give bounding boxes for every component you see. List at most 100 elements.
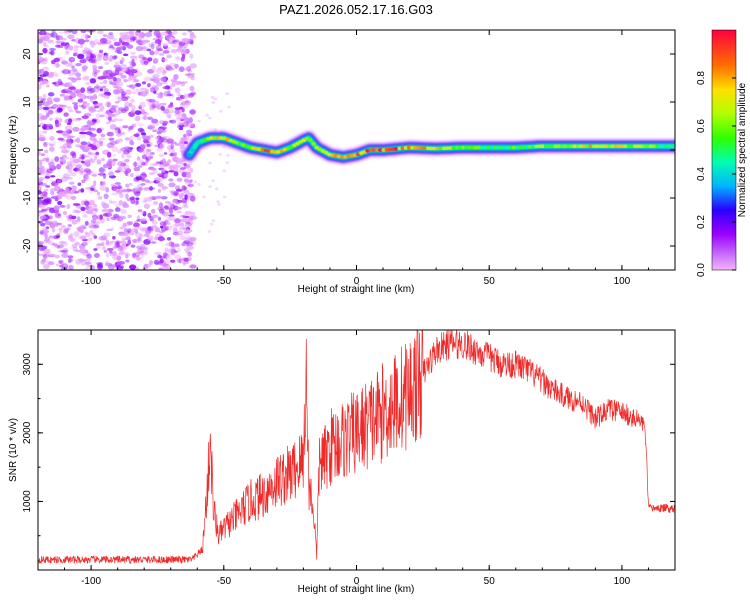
noise-speck (88, 107, 97, 113)
noise-speck (50, 50, 55, 56)
noise-speck (155, 39, 162, 44)
noise-speck (40, 153, 46, 157)
noise-speck (129, 135, 134, 141)
noise-speck (105, 52, 110, 58)
noise-speck (155, 49, 159, 56)
noise-speck (189, 34, 197, 40)
noise-speck (85, 161, 91, 167)
noise-speck (106, 75, 114, 80)
noise-speck (129, 264, 137, 270)
noise-speck (68, 118, 73, 124)
noise-speck (88, 144, 95, 147)
noise-speck (161, 138, 169, 143)
noise-speck (156, 136, 162, 142)
x-tick-label: -100 (81, 276, 101, 287)
noise-speck (141, 161, 146, 166)
noise-speck (160, 225, 164, 229)
noise-speck (147, 212, 152, 218)
noise-speck (124, 253, 131, 257)
noise-speck (72, 126, 80, 132)
noise-speck (162, 266, 170, 270)
noise-speck (75, 210, 82, 213)
ridge-core (582, 144, 587, 148)
noise-speck (160, 126, 165, 132)
noise-speck (189, 109, 196, 115)
noise-speck (128, 102, 133, 108)
noise-speck (91, 212, 97, 218)
noise-speck (132, 187, 139, 192)
noise-speck (174, 254, 182, 260)
noise-speck (51, 227, 56, 233)
noise-speck (183, 257, 189, 262)
noise-speck (90, 187, 95, 191)
colorbar-label: Normalized spectral amplitude (737, 82, 748, 217)
ridge-core (636, 144, 641, 148)
noise-speck (227, 105, 231, 109)
noise-speck (73, 51, 79, 56)
y-tick-label: -20 (22, 238, 33, 253)
noise-speck (176, 121, 184, 126)
noise-speck (54, 197, 59, 202)
noise-speck (102, 85, 107, 89)
noise-speck (54, 117, 60, 121)
noise-speck (121, 242, 127, 249)
noise-speck (83, 102, 90, 107)
noise-speck (80, 141, 88, 146)
ridge-core (422, 146, 428, 150)
noise-speck (79, 258, 87, 262)
noise-speck (58, 260, 63, 264)
noise-speck (130, 173, 134, 178)
noise-speck (168, 164, 176, 171)
noise-speck (82, 214, 88, 218)
noise-speck (99, 81, 105, 85)
noise-speck (73, 190, 79, 194)
noise-speck (84, 200, 90, 206)
noise-speck (131, 75, 137, 79)
noise-speck (144, 32, 153, 38)
noise-speck (98, 54, 103, 61)
noise-speck (117, 46, 124, 51)
noise-speck (63, 229, 69, 234)
noise-speck (64, 30, 68, 34)
noise-speck (174, 143, 179, 146)
noise-speck (77, 182, 82, 186)
noise-speck (89, 136, 96, 141)
noise-speck (142, 115, 147, 120)
noise-speck (141, 135, 147, 139)
x-tick-label: 50 (484, 276, 496, 287)
noise-speck (58, 227, 63, 231)
noise-speck (160, 196, 168, 200)
ridge-core (461, 145, 466, 150)
noise-speck (58, 31, 66, 34)
noise-speck (154, 136, 160, 140)
noise-speck (64, 138, 71, 142)
noise-speck (182, 262, 186, 267)
noise-speck (83, 168, 91, 173)
noise-speck (102, 55, 109, 61)
noise-speck (159, 52, 165, 56)
noise-speck (187, 93, 194, 98)
noise-speck (102, 94, 110, 99)
noise-speck (86, 253, 92, 259)
noise-speck (178, 258, 182, 264)
noise-speck (134, 251, 141, 258)
ridge-core (464, 145, 469, 150)
noise-speck (185, 236, 193, 241)
noise-speck (119, 72, 124, 76)
noise-speck (42, 66, 50, 71)
noise-speck (108, 137, 115, 141)
noise-speck (68, 214, 73, 220)
noise-speck (43, 41, 47, 47)
noise-speck (182, 122, 189, 127)
ridge-core (566, 144, 571, 148)
noise-speck (158, 137, 164, 143)
noise-speck (71, 243, 78, 249)
noise-speck (138, 160, 145, 165)
noise-speck (128, 33, 135, 38)
ridge-core (575, 144, 581, 148)
noise-speck (158, 164, 163, 167)
noise-speck (131, 87, 136, 91)
noise-speck (68, 45, 74, 51)
ridge-core (648, 144, 654, 148)
noise-speck (144, 112, 150, 116)
